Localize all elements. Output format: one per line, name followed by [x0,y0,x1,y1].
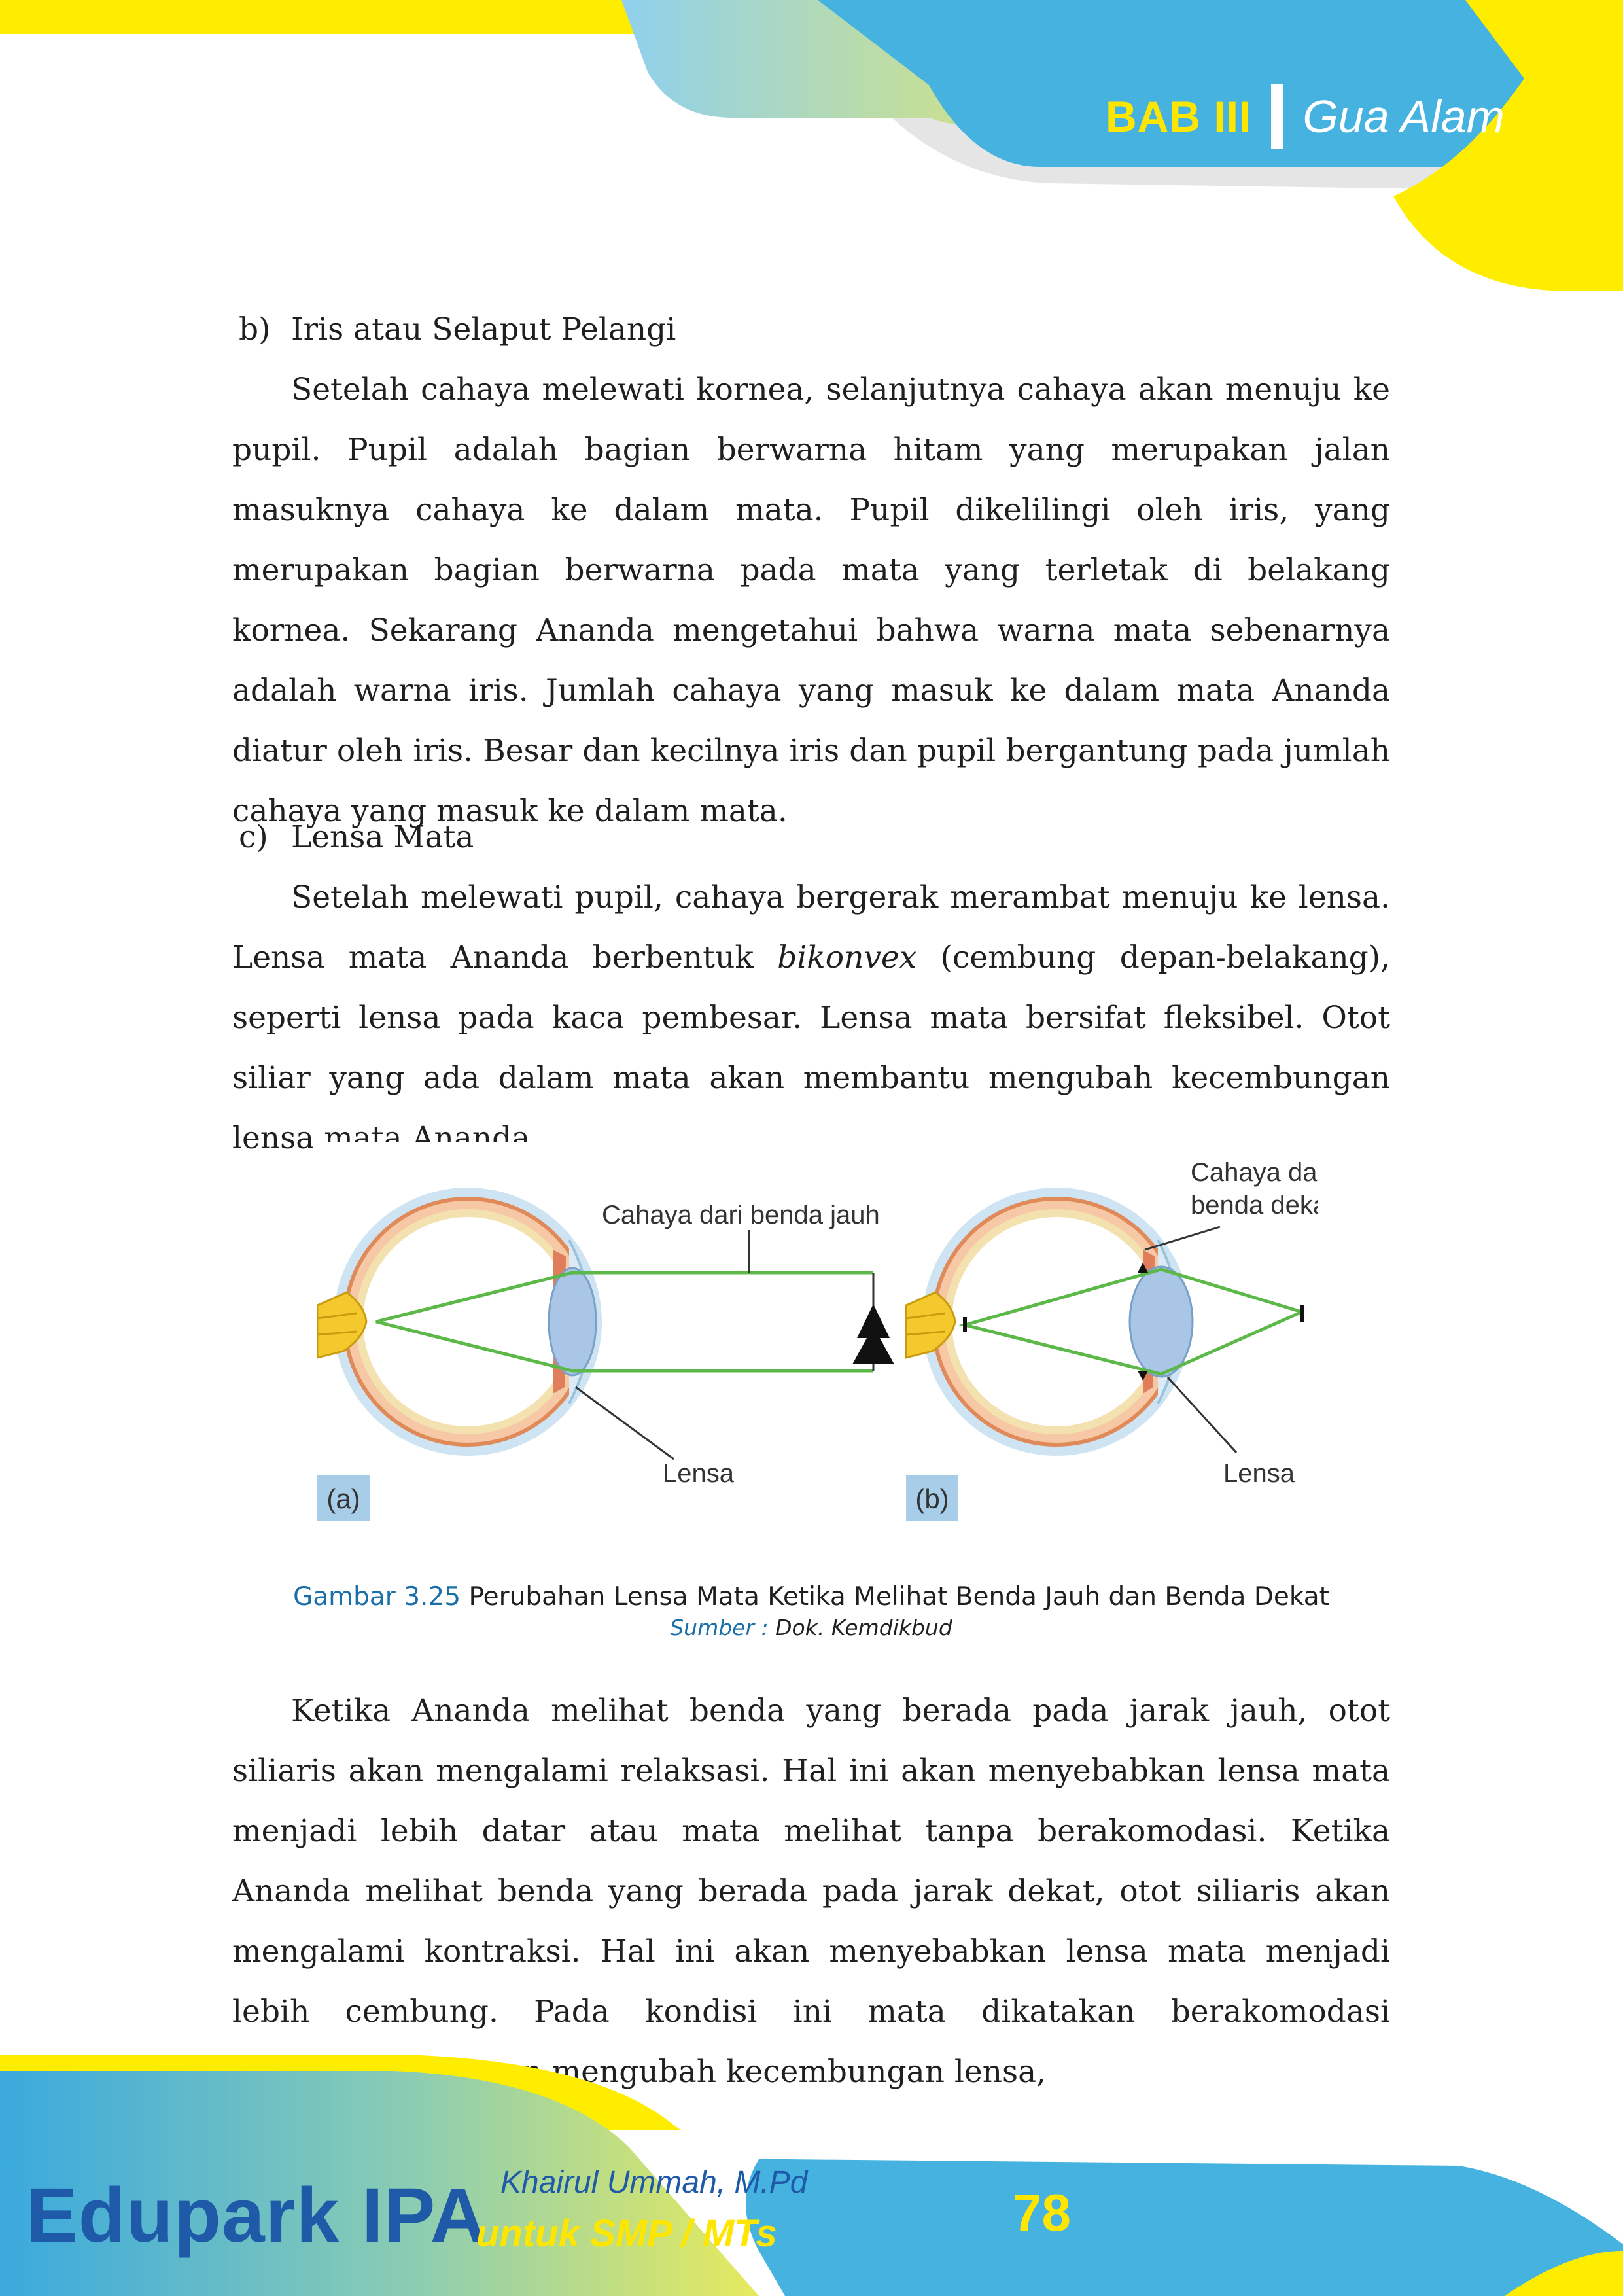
section-title: Iris atau Selaput Pelangi [291,311,676,347]
far-light-label: Cahaya dari benda jauh [602,1201,880,1229]
section-title: Lensa Mata [291,819,474,855]
panel-a: Cahaya dari benda jauh Lensa (a) [317,1188,894,1521]
panel-tag-a: (a) [326,1483,360,1514]
section-akomodasi: Ketika Ananda melihat benda yang berada … [232,1681,1390,2102]
figure-source: Sumber : Dok. Kemdikbud [232,1615,1390,1640]
near-light-label-line2: benda dekat [1191,1191,1318,1220]
chapter-label: BAB III [1106,92,1252,141]
chapter-header: BAB III Gua Alam [1106,84,1505,149]
paragraph-lensa-italic: bikonvex [777,940,917,976]
author-name: Khairul Ummah, M.Pd [500,2165,808,2200]
lens-label-a: Lensa [663,1459,735,1488]
panel-tag-b: (b) [915,1483,949,1514]
near-light-label-line1: Cahaya dari [1191,1158,1318,1187]
paragraph-lensa-part1: Setelah melewati pupil, cahaya bergerak … [232,879,1390,976]
brand-title: Edupark IPA [26,2172,487,2259]
paragraph-akomodasi: Ketika Ananda melihat benda yang berada … [232,1693,1390,2090]
section-marker: c) [239,819,268,855]
source-label: Sumber : [670,1615,769,1640]
panel-b: Cahaya dari benda dekat Lensa (b) [905,1158,1318,1521]
footer-decoration [0,2055,1623,2296]
source-text: Dok. Kemdikbud [775,1615,952,1640]
figure-caption: Gambar 3.25 Perubahan Lensa Mata Ketika … [232,1582,1390,1612]
section-marker: b) [239,311,271,347]
edition-label: untuk SMP / MTs [476,2212,777,2255]
figure-number: Gambar 3.25 [293,1582,461,1612]
section-heading-lensa: c) Lensa Mata [232,807,1390,868]
eye-lens-figure: Cahaya dari benda jauh Lensa (a) Cahaya … [317,1142,1318,1534]
page-number: 78 [1013,2183,1071,2242]
paragraph-lensa: Setelah melewati pupil, cahaya bergerak … [232,868,1390,1169]
chapter-divider [1271,84,1283,149]
section-lensa: c) Lensa Mata Setelah melewati pupil, cah… [232,807,1390,1169]
tree-object-icon [852,1304,894,1364]
chapter-title: Gua Alam [1302,91,1505,142]
lens-label-b: Lensa [1223,1459,1295,1488]
lens-shape [1128,1265,1194,1378]
paragraph-iris: Setelah cahaya melewati kornea, selanjut… [232,372,1390,829]
figure-caption-text: Perubahan Lensa Mata Ketika Melihat Bend… [468,1582,1329,1612]
section-iris: b) Iris atau Selaput Pelangi Setelah caha… [232,300,1390,841]
lens-shape [548,1267,597,1377]
paragraph-lensa-part2: (cembung depan-belakang), seperti lensa … [232,940,1390,1156]
header-decoration [0,0,1623,291]
section-heading-iris: b) Iris atau Selaput Pelangi [232,300,1390,360]
